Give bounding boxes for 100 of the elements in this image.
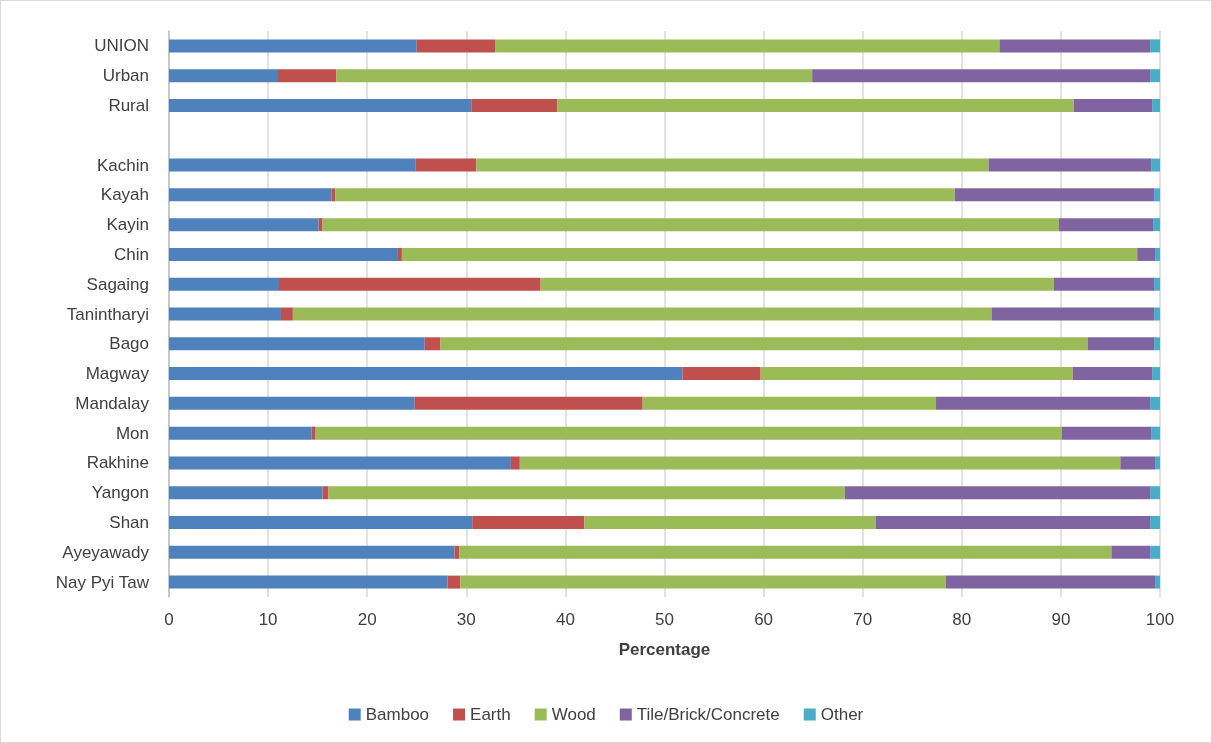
bar bbox=[454, 545, 460, 559]
bar bbox=[169, 486, 323, 500]
bar bbox=[519, 456, 1121, 470]
bar bbox=[584, 516, 876, 530]
bar bbox=[292, 307, 992, 321]
bar bbox=[844, 486, 1151, 500]
bar bbox=[954, 188, 1155, 202]
bar bbox=[1155, 247, 1160, 261]
x-tick-label: 60 bbox=[754, 610, 774, 629]
bar bbox=[1150, 396, 1160, 410]
legend-label: Earth bbox=[470, 705, 511, 724]
bar bbox=[279, 277, 541, 291]
legend-label: Other bbox=[820, 705, 864, 724]
bar bbox=[945, 575, 1156, 589]
y-tick-label: Rakhine bbox=[86, 453, 149, 473]
bar bbox=[169, 39, 417, 53]
bar bbox=[682, 367, 761, 381]
y-tick-label: Chin bbox=[114, 244, 149, 264]
bar bbox=[414, 396, 643, 410]
y-tick-label: Tanintharyi bbox=[66, 304, 149, 324]
y-tick-label: Shan bbox=[109, 513, 149, 533]
y-tick-label: Nay Pyi Taw bbox=[55, 572, 150, 592]
bar bbox=[1155, 575, 1160, 589]
bar bbox=[169, 456, 511, 470]
x-tick-label: 90 bbox=[1051, 610, 1071, 629]
y-tick-label: Mon bbox=[115, 423, 149, 443]
bar bbox=[988, 158, 1152, 172]
bar bbox=[169, 158, 416, 172]
bar bbox=[459, 545, 1112, 559]
bar bbox=[1150, 545, 1160, 559]
bar bbox=[476, 158, 989, 172]
bar bbox=[1150, 69, 1160, 83]
y-tick-label: Ayeyawady bbox=[62, 542, 150, 562]
bar bbox=[472, 516, 585, 530]
bar bbox=[318, 218, 323, 232]
x-tick-label: 10 bbox=[258, 610, 278, 629]
bar bbox=[760, 367, 1073, 381]
bar bbox=[169, 98, 472, 112]
legend-label: Bamboo bbox=[365, 705, 430, 724]
bar bbox=[1058, 218, 1154, 232]
y-tick-label: Urban bbox=[102, 66, 149, 86]
bar bbox=[397, 247, 402, 261]
bar bbox=[471, 98, 558, 112]
bar bbox=[460, 575, 946, 589]
bar bbox=[169, 307, 281, 321]
bar bbox=[401, 247, 1138, 261]
bar bbox=[416, 39, 496, 53]
bar bbox=[169, 426, 312, 440]
y-tick-label: Kayah bbox=[100, 185, 149, 205]
x-tick-label: 20 bbox=[357, 610, 377, 629]
bar bbox=[642, 396, 937, 410]
y-tick-label: Mandalay bbox=[75, 393, 150, 413]
bar bbox=[510, 456, 520, 470]
bar bbox=[322, 218, 1059, 232]
bar bbox=[1154, 188, 1160, 202]
bar bbox=[936, 396, 1151, 410]
bar bbox=[991, 307, 1155, 321]
bar bbox=[169, 516, 473, 530]
y-tick-label: Magway bbox=[85, 364, 150, 384]
bar bbox=[1151, 426, 1160, 440]
y-tick-label: Yangon bbox=[91, 483, 149, 503]
bar bbox=[169, 367, 683, 381]
bar bbox=[1150, 39, 1160, 53]
legend-label: Tile/Brick/Concrete bbox=[636, 705, 780, 724]
bar bbox=[1137, 247, 1156, 261]
x-axis-title: Percentage bbox=[618, 640, 711, 659]
bar bbox=[169, 69, 279, 83]
x-tick-label: 50 bbox=[655, 610, 674, 629]
bar bbox=[280, 307, 293, 321]
bar bbox=[540, 277, 1054, 291]
bar bbox=[169, 188, 332, 202]
bar bbox=[315, 426, 1062, 440]
bar bbox=[1152, 98, 1160, 112]
bar bbox=[1073, 98, 1153, 112]
x-tick-label: 70 bbox=[853, 610, 873, 629]
x-tick-label: 40 bbox=[555, 610, 575, 629]
bar bbox=[1155, 456, 1160, 470]
bar bbox=[1120, 456, 1156, 470]
y-tick-label: Kachin bbox=[97, 155, 149, 175]
bar bbox=[1154, 307, 1160, 321]
bar bbox=[495, 39, 1000, 53]
bar bbox=[1087, 337, 1155, 351]
bar bbox=[169, 396, 415, 410]
bar bbox=[169, 277, 279, 291]
bar bbox=[1150, 486, 1160, 500]
y-tick-label: Kayin bbox=[106, 215, 149, 235]
bar bbox=[1111, 545, 1151, 559]
bar bbox=[875, 516, 1151, 530]
y-tick-label: Rural bbox=[108, 95, 149, 115]
legend-label: Wood bbox=[551, 705, 596, 724]
y-tick-label: Sagaing bbox=[86, 274, 149, 294]
y-tick-label: UNION bbox=[94, 36, 149, 56]
bar bbox=[169, 545, 455, 559]
bar bbox=[1153, 218, 1160, 232]
bar bbox=[1151, 158, 1160, 172]
bar bbox=[415, 158, 477, 172]
y-tick-label: Bago bbox=[109, 334, 149, 354]
bar bbox=[1154, 277, 1160, 291]
bar bbox=[1154, 337, 1160, 351]
bar bbox=[1150, 516, 1160, 530]
